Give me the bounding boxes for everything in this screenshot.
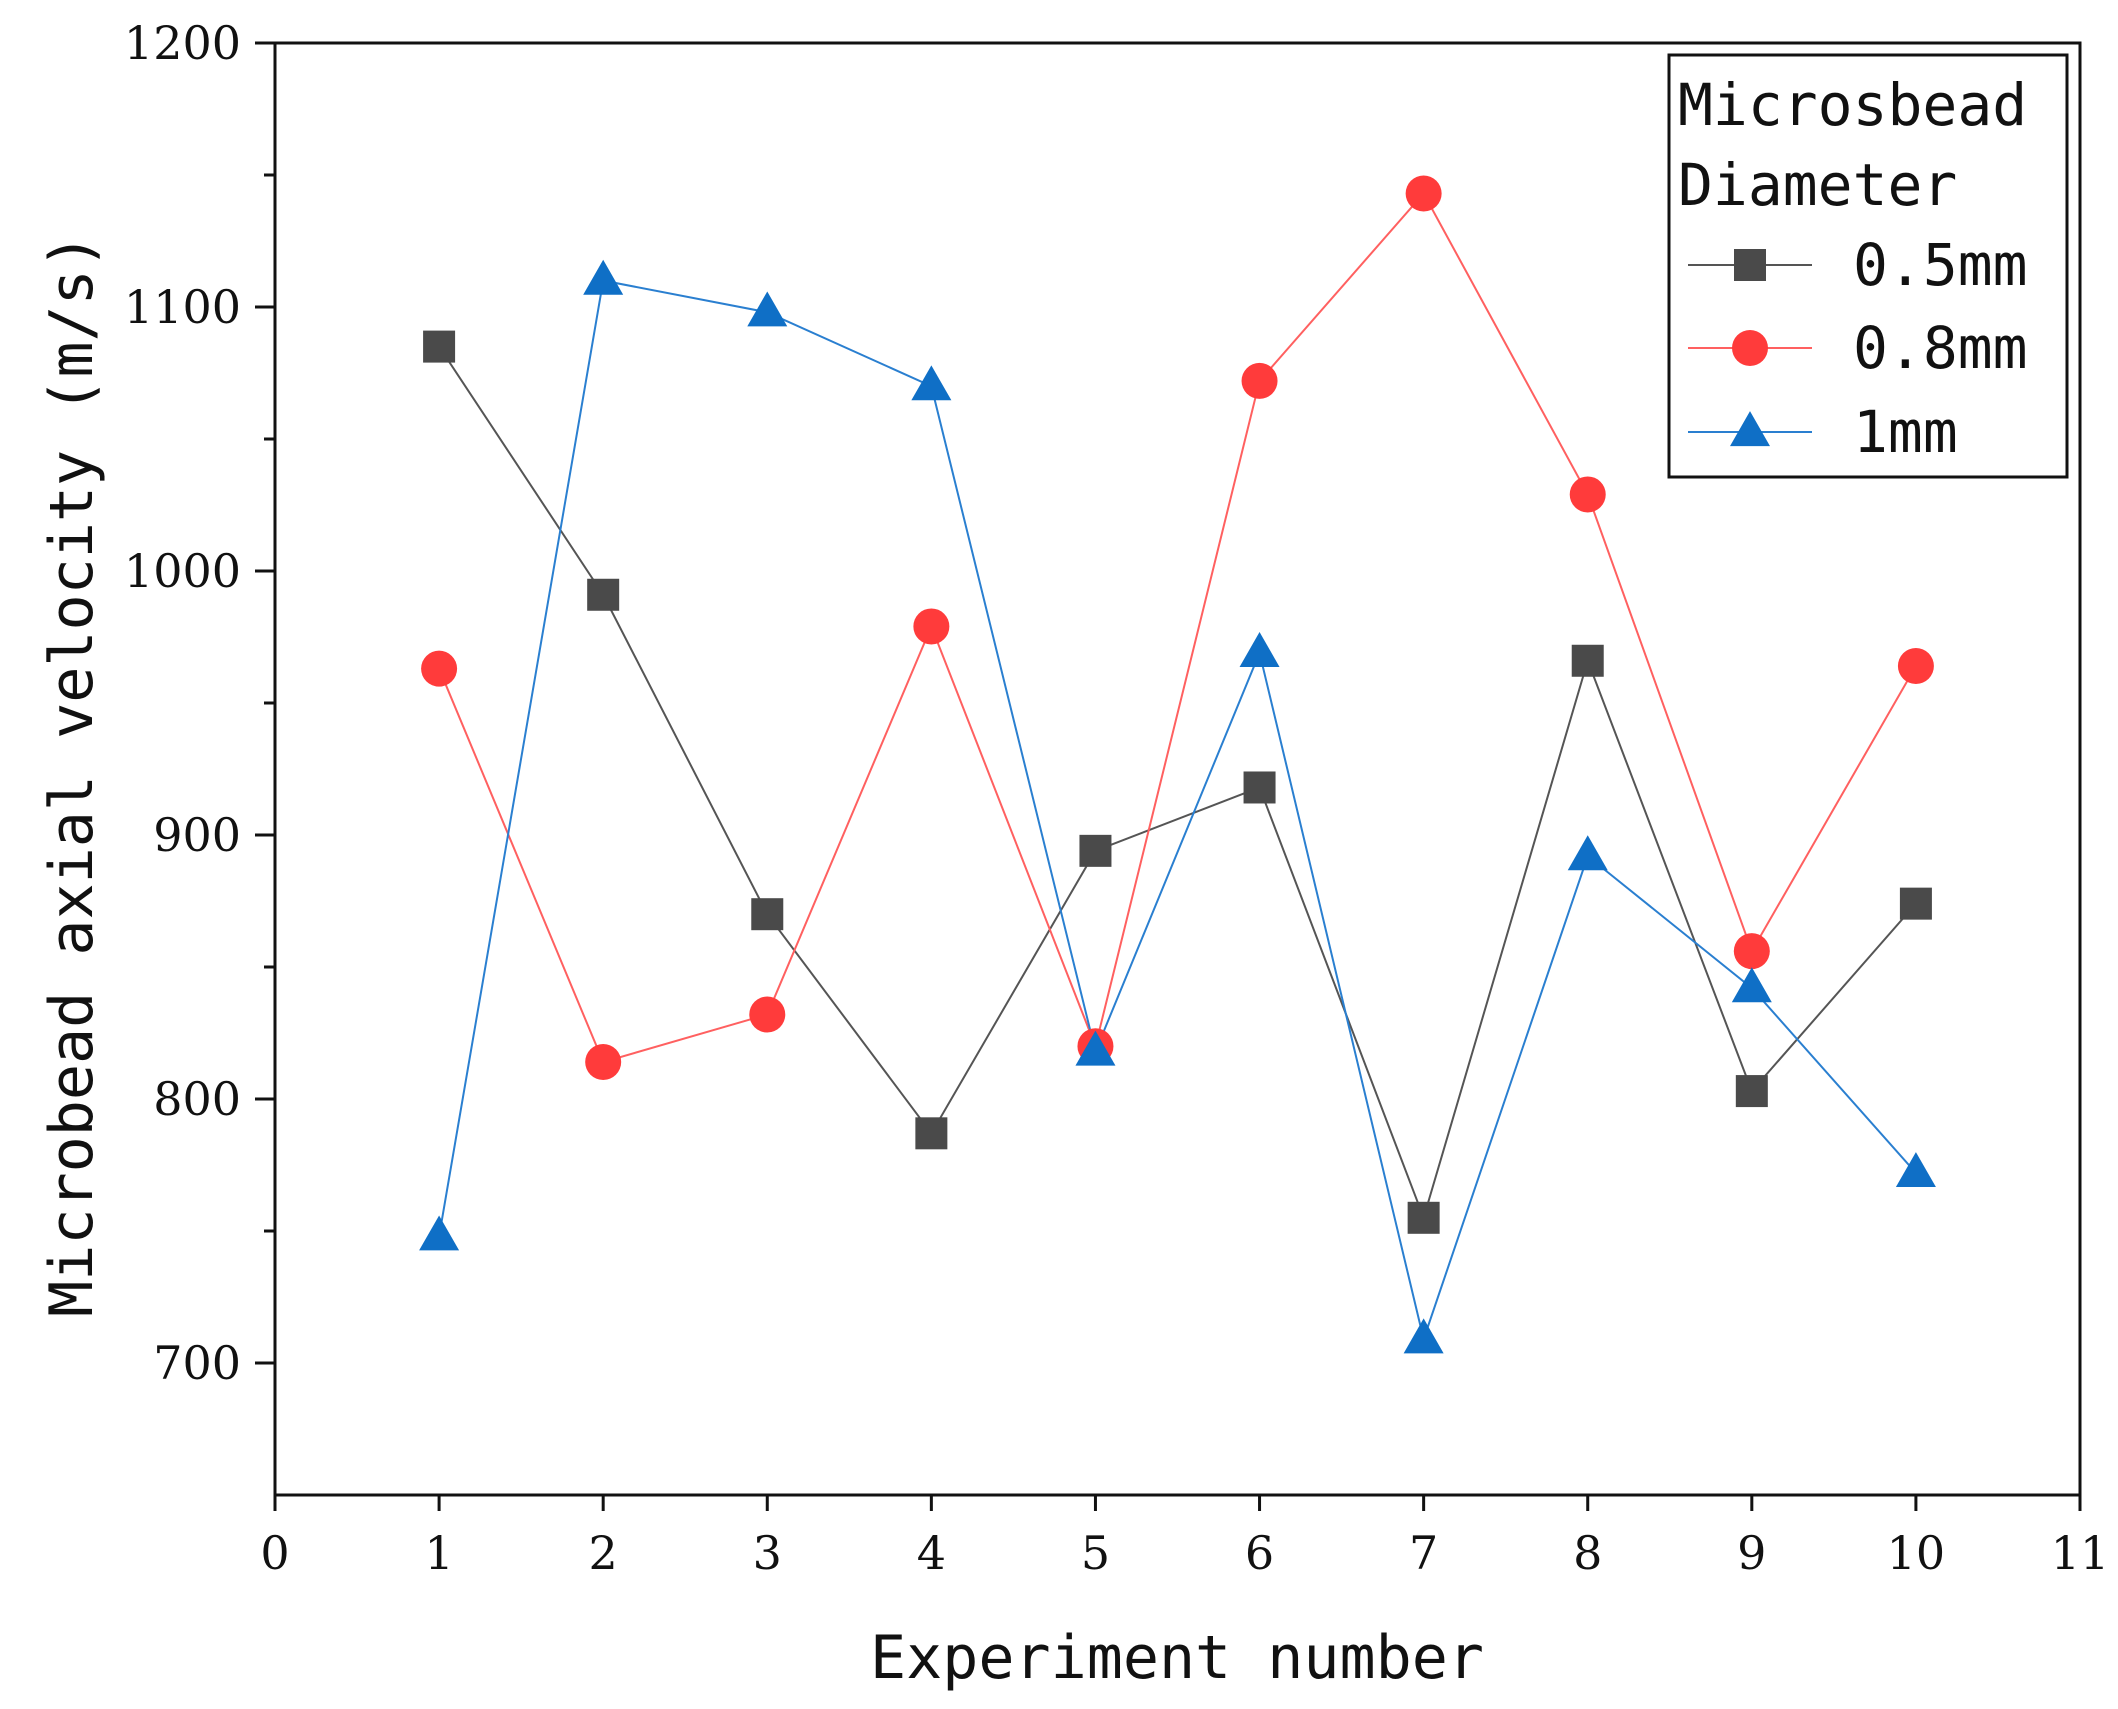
data-point [1075,1030,1116,1066]
data-point [419,1215,460,1251]
data-point [1241,362,1278,399]
y-tick-label: 1000 [124,544,241,598]
data-point [1405,175,1442,212]
series-1mm [438,279,1917,1343]
data-point [585,1044,622,1081]
legend: Microsbead Diameter 0.5mm 0.8mm 1mm [1667,53,2069,479]
legend-marker [1730,411,1770,447]
y-tick-label: 800 [153,1072,241,1126]
x-tick-label: 8 [1573,1526,1602,1580]
x-tick-label: 1 [424,1526,453,1580]
legend-title-line1: Microsbead [1678,71,2027,139]
x-axis: 0 1 2 3 4 5 6 7 8 9 10 11 [260,1495,2109,1580]
data-point [749,996,786,1033]
y-axis-title: Microbead axial velocity (m/s) [37,233,107,1317]
data-point [423,330,456,363]
x-tick-label: 4 [917,1526,946,1580]
data-point [1897,648,1934,685]
x-tick-label: 7 [1409,1526,1438,1580]
legend-label: 1mm [1853,398,1958,466]
data-point [751,898,784,931]
series-0.5mm [438,346,1917,1221]
data-point [1567,835,1608,871]
data-point [911,365,952,401]
series-markers-1mm [419,259,1936,1354]
data-point [583,259,624,295]
y-tick-label: 1100 [124,280,241,334]
y-tick-label: 700 [153,1336,241,1390]
data-point [1403,1318,1444,1354]
y-axis: 700 800 900 1000 1100 1200 [124,16,275,1390]
data-point [747,291,788,327]
legend-title-line2: Diameter [1678,151,1957,219]
data-point [1571,644,1604,677]
data-point [1733,933,1770,970]
legend-entries: 0.5mm 0.8mm 1mm [1688,231,2028,466]
data-point [1569,476,1606,513]
legend-label: 0.8mm [1853,314,2028,382]
x-tick-label: 11 [2051,1526,2110,1580]
x-axis-title: Experiment number [870,1623,1484,1693]
x-tick-label: 9 [1737,1526,1766,1580]
series-0.8mm [438,191,1917,1064]
series-line [438,279,1917,1343]
data-point [1243,771,1276,804]
x-tick-label: 5 [1081,1526,1110,1580]
data-point [913,608,950,645]
series-line [438,191,1917,1064]
x-tick-label: 6 [1245,1526,1274,1580]
y-tick-label: 900 [153,808,241,862]
data-point [587,578,620,611]
series-layer [419,175,1936,1354]
data-point [1735,1075,1768,1108]
legend-label: 0.5mm [1853,231,2028,299]
plot-area-frame [273,41,2082,1497]
series-line [438,346,1917,1221]
data-point [421,650,458,687]
x-tick-label: 10 [1887,1526,1946,1580]
y-tick-label: 1200 [124,16,241,70]
series-markers-0.5mm [423,330,1932,1234]
data-point [1899,887,1932,920]
legend-marker [1732,330,1768,366]
data-point [1407,1201,1440,1234]
x-tick-label: 3 [753,1526,782,1580]
data-point [915,1117,948,1150]
data-point [1239,632,1280,667]
data-point [1895,1152,1936,1188]
data-point [1731,967,1772,1003]
x-tick-label: 0 [260,1526,289,1580]
legend-marker [1734,249,1766,281]
x-tick-label: 2 [589,1526,618,1580]
data-point [1079,834,1112,867]
